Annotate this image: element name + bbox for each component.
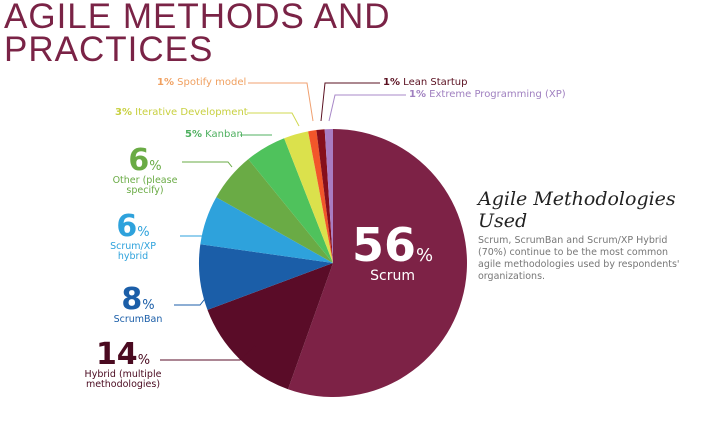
label-lean: 1% Lean Startup xyxy=(383,77,468,88)
summary-heading: Agile Methodologies Used xyxy=(478,188,676,232)
leader-lean xyxy=(320,82,380,122)
page-title: AGILE METHODS AND PRACTICES xyxy=(4,0,391,69)
pie-slice-hybrid-multiple-methodologies xyxy=(207,263,333,390)
label-scrum: 56% Scrum xyxy=(352,218,434,284)
summary-text: Scrum, ScrumBan and Scrum/XP Hybrid (70%… xyxy=(478,235,680,282)
pie-slice-iterative-development xyxy=(284,131,333,263)
pie-slice-other-please-specify xyxy=(216,159,333,263)
label-spotify: 1% Spotify model xyxy=(157,77,247,88)
label-hybrid: 14% Hybrid (multiple methodologies) xyxy=(84,337,162,390)
label-xp: 1% Extreme Programming (XP) xyxy=(409,89,566,100)
leader-other xyxy=(182,161,233,168)
pie-slice-scrumban xyxy=(198,244,333,310)
leader-hybrid xyxy=(160,344,257,361)
leader-spotify xyxy=(248,82,314,122)
pie-slice-kanban xyxy=(248,138,333,263)
leader-iterative xyxy=(247,112,300,127)
label-other: 6% Other (please specify) xyxy=(112,143,178,196)
label-scrumban: 8% ScrumBan xyxy=(113,282,163,325)
label-kanban: 5% Kanban xyxy=(185,129,243,140)
pie-slice-scrum-xp-hybrid xyxy=(200,197,333,263)
pie-slice-spotify-model xyxy=(308,130,333,263)
pie-slice-lean-startup xyxy=(316,129,333,263)
leader-lines xyxy=(160,82,406,361)
leader-xp xyxy=(328,94,406,122)
leader-scrumban xyxy=(174,294,209,306)
pie-slice-extreme-programming-xp xyxy=(324,129,333,263)
label-iterative: 3% Iterative Development xyxy=(115,107,248,118)
label-scrumxp: 6% Scrum/XP hybrid xyxy=(110,209,156,262)
pie-slice-scrum xyxy=(288,129,467,397)
summary-panel: Agile Methodologies Used Scrum, ScrumBan… xyxy=(478,188,693,283)
